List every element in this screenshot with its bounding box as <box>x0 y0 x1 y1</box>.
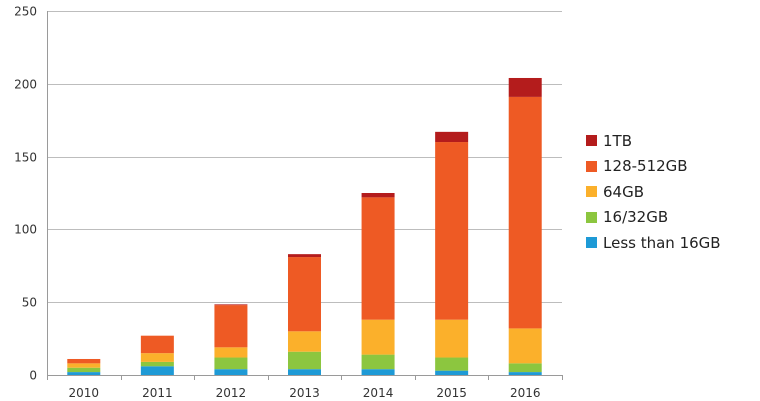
y-tick-label: 0 <box>29 369 37 383</box>
bar-segment <box>140 366 174 375</box>
y-tick-label: 150 <box>14 151 37 165</box>
legend-label: 1TB <box>603 131 632 150</box>
bar-segment <box>214 369 248 375</box>
bar-segment <box>361 197 395 320</box>
bar-segment <box>508 372 542 375</box>
legend-item: 1TB <box>586 128 721 154</box>
y-tick-label: 250 <box>14 5 37 19</box>
x-tick-label: 2010 <box>69 386 100 400</box>
bar-segment <box>67 372 101 375</box>
y-axis-tick-labels: 0 50 100 150 200 250 <box>14 5 37 383</box>
legend-item: 64GB <box>586 179 721 205</box>
legend-item: 128-512GB <box>586 154 721 180</box>
x-tick-label: 2016 <box>510 386 541 400</box>
legend-label: 16/32GB <box>603 208 669 227</box>
bar-segment <box>214 347 248 358</box>
bar-segment <box>140 335 174 354</box>
bar-segment <box>435 319 469 358</box>
bar-segment <box>214 304 248 306</box>
bar-segment <box>67 358 101 364</box>
bar-segment <box>288 351 321 370</box>
x-axis-tick-labels: 2010 2011 2012 2013 2014 2015 2016 <box>69 386 541 400</box>
x-tick-label: 2011 <box>142 386 173 400</box>
bar-segment <box>435 131 469 143</box>
bar-segment <box>140 361 174 367</box>
bar-segment <box>361 369 395 375</box>
legend-swatch <box>586 237 597 249</box>
bar-segment <box>214 357 248 370</box>
bar-segment <box>288 331 321 352</box>
bar-segment <box>361 193 395 198</box>
bar-segment <box>288 369 321 375</box>
legend-swatch <box>586 211 597 223</box>
bar-segment <box>435 142 469 320</box>
legend-item: Less than 16GB <box>586 230 721 256</box>
x-tick-label: 2013 <box>289 386 320 400</box>
bars <box>67 77 542 375</box>
legend-swatch <box>586 186 597 198</box>
bar-segment <box>361 319 395 355</box>
bar-segment <box>288 254 321 258</box>
legend-label: 128-512GB <box>603 157 688 176</box>
legend-swatch <box>586 160 597 172</box>
legend-swatch <box>586 135 597 147</box>
bar-segment <box>435 357 469 371</box>
y-tick-label: 100 <box>14 223 37 237</box>
bar-segment <box>140 353 174 362</box>
legend-label: 64GB <box>603 182 645 201</box>
y-tick-label: 200 <box>14 78 37 92</box>
bar-segment <box>508 96 542 329</box>
legend-item: 16/32GB <box>586 205 721 231</box>
gridlines <box>47 11 562 303</box>
bar-segment <box>508 77 542 97</box>
bar-segment <box>214 305 248 348</box>
y-tick-label: 50 <box>22 296 37 310</box>
x-tick-label: 2012 <box>216 386 247 400</box>
bar-segment <box>67 363 101 368</box>
bar-segment <box>288 257 321 332</box>
x-tick-label: 2014 <box>363 386 394 400</box>
x-tick-label: 2015 <box>436 386 467 400</box>
x-axis-ticks <box>47 375 563 380</box>
bar-segment <box>435 370 469 375</box>
bar-segment <box>67 367 101 373</box>
bar-segment <box>361 354 395 370</box>
bar-segment <box>508 328 542 364</box>
bar-segment <box>508 363 542 373</box>
legend-label: Less than 16GB <box>603 233 721 252</box>
legend: 1TB 128-512GB 64GB 16/32GB Less than 16GB <box>586 128 721 256</box>
